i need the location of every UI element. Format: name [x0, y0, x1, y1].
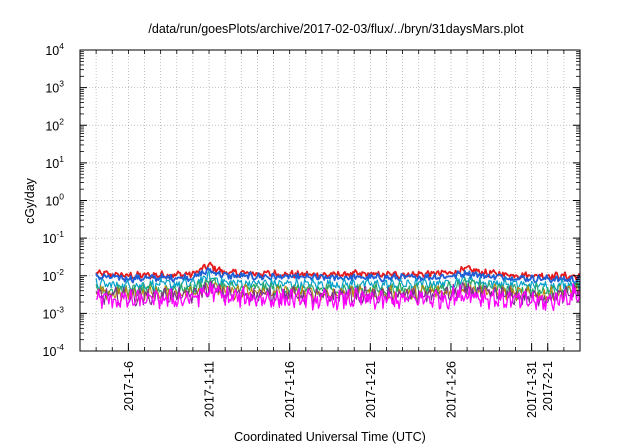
y-tick-base: 10	[43, 307, 57, 321]
y-tick-base: 10	[43, 345, 57, 359]
y-tick-base: 10	[45, 157, 59, 171]
y-tick-label: 10-1	[43, 229, 65, 246]
y-tick-label: 10-4	[43, 342, 65, 359]
y-tick-exponent: 1	[59, 154, 64, 164]
x-tick-label: 2017-2-1	[541, 361, 555, 411]
y-tick-label: 10-2	[43, 267, 65, 284]
y-tick-exponent: -2	[56, 267, 64, 277]
series-line	[95, 266, 581, 285]
y-tick-exponent: 0	[59, 192, 64, 202]
y-tick-base: 10	[43, 270, 57, 284]
y-tick-label: 100	[45, 192, 64, 209]
x-tick-label: 2017-1-6	[122, 361, 136, 411]
y-tick-label: 104	[45, 41, 64, 58]
y-tick-exponent: 2	[59, 116, 64, 126]
grid	[80, 50, 580, 351]
y-tick-base: 10	[43, 232, 57, 246]
series-line	[95, 281, 581, 312]
y-tick-base: 10	[45, 119, 59, 133]
chart-title: /data/run/goesPlots/archive/2017-02-03/f…	[148, 22, 524, 36]
y-tick-exponent: 4	[59, 41, 64, 51]
x-axis-label: Coordinated Universal Time (UTC)	[234, 430, 426, 444]
x-tick-label: 2017-1-31	[525, 361, 539, 418]
y-tick-exponent: -3	[56, 304, 64, 314]
y-tick-exponent: -1	[56, 229, 64, 239]
y-tick-label: 102	[45, 116, 64, 133]
y-tick-exponent: 3	[59, 79, 64, 89]
y-tick-label: 10-3	[43, 304, 65, 321]
series-line	[95, 270, 581, 293]
series-line	[95, 261, 581, 282]
series-layer	[95, 261, 581, 312]
x-tick-label: 2017-1-16	[283, 361, 297, 418]
y-axis-label: cGy/day	[23, 177, 37, 224]
x-tick-label: 2017-1-21	[364, 361, 378, 418]
y-tick-label: 101	[45, 154, 64, 171]
y-tick-base: 10	[45, 195, 59, 209]
y-tick-base: 10	[45, 82, 59, 96]
y-tick-label: 103	[45, 79, 64, 96]
x-axis-ticks: 2017-1-6 2017-1-11 2017-1-16 2017-1-21 2017-…	[95, 50, 565, 418]
y-tick-base: 10	[45, 44, 59, 58]
x-tick-label: 2017-1-26	[444, 361, 458, 418]
y-tick-exponent: -4	[56, 342, 64, 352]
x-tick-label: 2017-1-11	[203, 361, 217, 417]
